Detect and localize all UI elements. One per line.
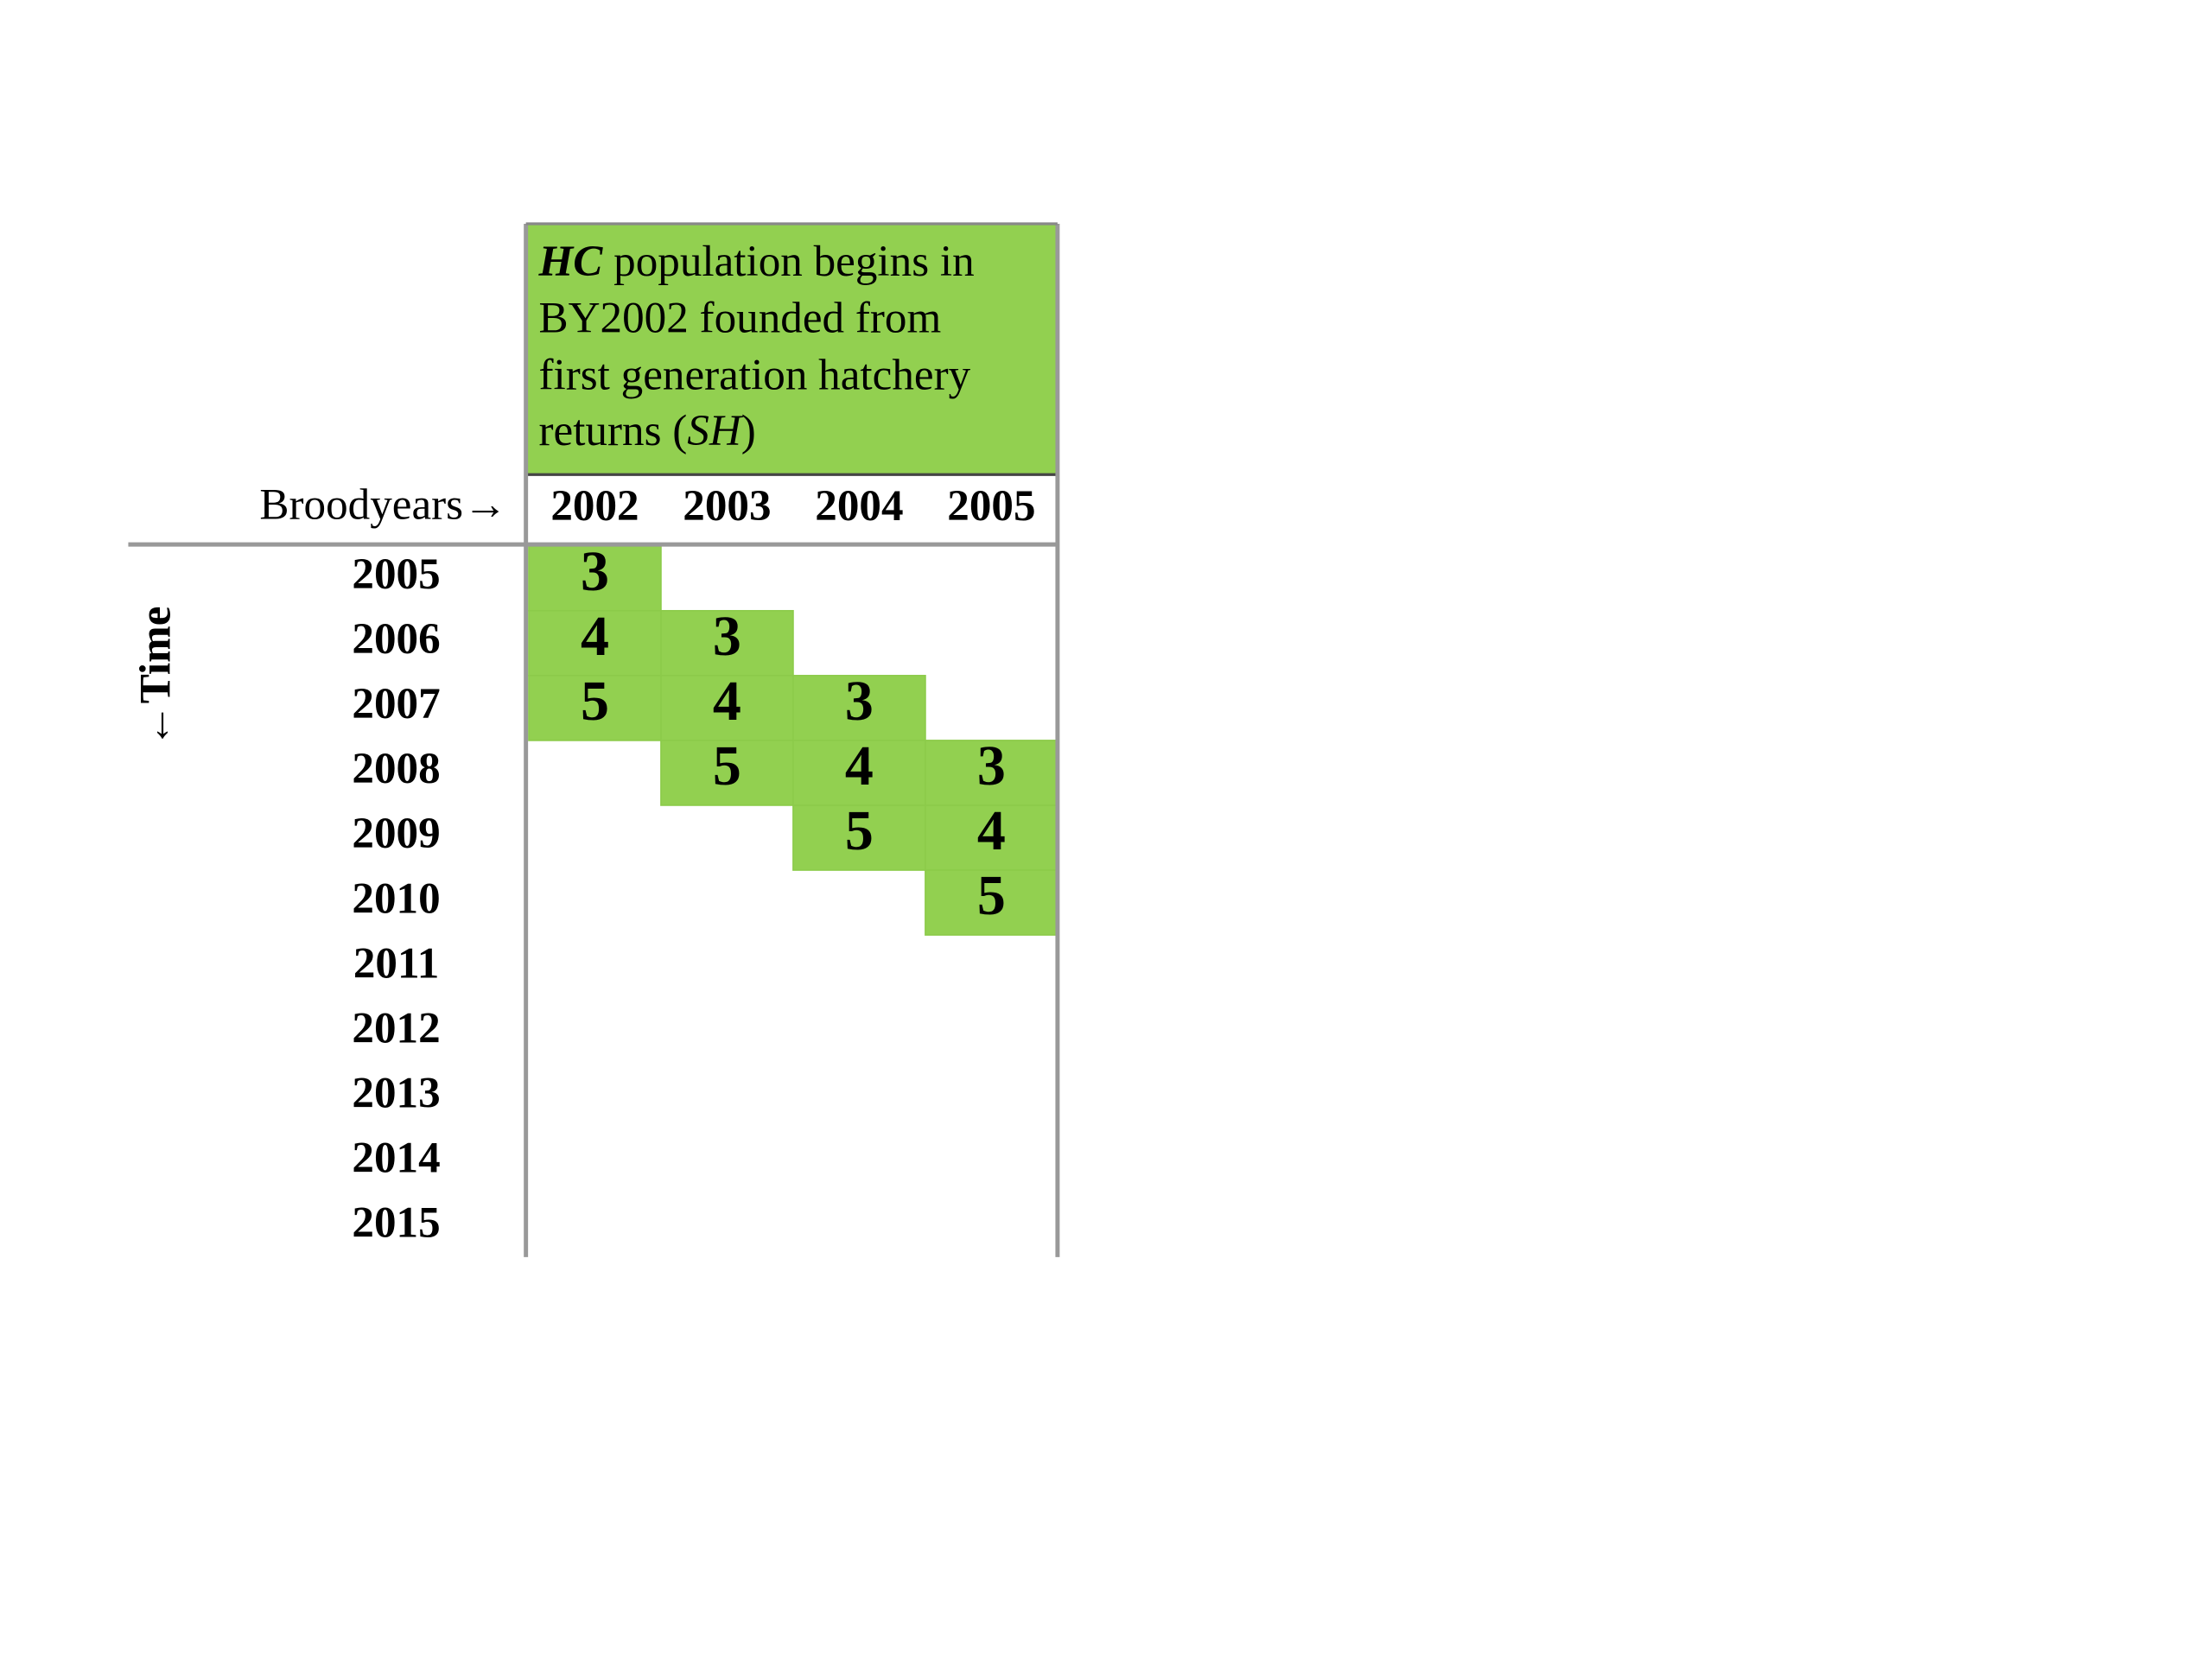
cell-value: 5 (977, 864, 1006, 927)
row-header: 2005 (352, 550, 440, 599)
cell-fill (925, 804, 1058, 871)
column-header: 2003 (683, 481, 771, 531)
row-header: 2010 (352, 874, 440, 923)
cell-value: 3 (977, 734, 1006, 798)
header-line: HC population begins in (538, 237, 975, 286)
header-text: ) (741, 406, 756, 455)
header-text: HC (538, 237, 604, 286)
cell-value: 5 (581, 670, 609, 733)
row-header: 2009 (352, 809, 440, 858)
row-header: 2012 (352, 1003, 440, 1052)
row-header: 2011 (353, 938, 439, 988)
cell-fill (528, 675, 662, 741)
cell-value: 3 (581, 540, 609, 603)
cell-value: 4 (713, 670, 741, 733)
header-line: returns (SH) (539, 406, 756, 455)
row-header: 2014 (352, 1133, 440, 1182)
header-box (525, 223, 1058, 475)
cell-value: 4 (845, 734, 874, 798)
time-label: ←Time (130, 607, 180, 748)
header-text: population begins in (602, 237, 974, 286)
corner-label: Broodyears→ (259, 480, 507, 530)
cells: 34 35 4 35 4 35 45 (528, 540, 1058, 936)
header-text: returns ( (539, 406, 688, 455)
cell-fill (925, 740, 1058, 806)
cell-fill (925, 869, 1058, 936)
header-line: BY2002 founded from (539, 294, 942, 343)
row-header: 2013 (352, 1068, 440, 1117)
column-header: 2005 (947, 481, 1035, 531)
cell-value: 3 (845, 670, 874, 733)
cell-fill (792, 740, 926, 806)
row-header: 2015 (352, 1198, 440, 1248)
cell-value: 3 (713, 605, 741, 668)
cell-value: 5 (713, 734, 741, 798)
cell-fill (792, 675, 926, 741)
row-header: 2006 (352, 614, 440, 664)
cell-value: 5 (845, 799, 874, 862)
column-header: 2002 (550, 481, 639, 531)
row-header: 2007 (352, 679, 440, 728)
header-text: SH (687, 406, 744, 455)
column-header: 2004 (815, 481, 903, 531)
cell-fill (528, 544, 662, 612)
cell-value: 4 (977, 799, 1006, 862)
header-line: first generation hatchery (539, 350, 971, 399)
cell-value: 4 (581, 605, 609, 668)
row-header: 2008 (352, 744, 440, 793)
